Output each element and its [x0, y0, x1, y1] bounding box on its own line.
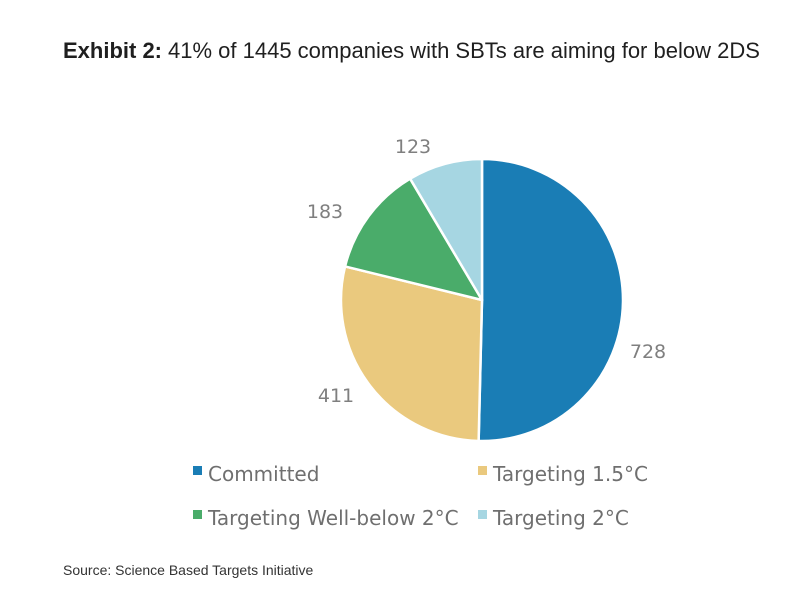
legend-item-committed: Committed: [193, 462, 319, 486]
legend-swatch-committed: [193, 466, 202, 475]
data-label-committed: 728: [630, 341, 666, 363]
legend-label-targeting-1-5-c: Targeting 1.5°C: [492, 462, 648, 486]
legend-swatch-targeting-2-c: [478, 510, 487, 519]
pie-slice-committed: [477, 157, 625, 443]
pie-slices: [339, 157, 625, 443]
legend-item-targeting-2-c: Targeting 2°C: [478, 506, 629, 530]
data-label-targeting-1-5-c: 411: [318, 385, 354, 407]
data-label-targeting-2-c: 123: [395, 136, 431, 158]
exhibit-label: Exhibit 2:: [63, 38, 163, 63]
legend-label-targeting-2-c: Targeting 2°C: [492, 506, 629, 530]
chart-legend: Committed Targeting 1.5°C Targeting Well-b…: [193, 462, 648, 530]
source-note: Source: Science Based Targets Initiative: [63, 562, 314, 578]
legend-label-committed: Committed: [208, 462, 319, 486]
legend-label-targeting-well-below-2-c: Targeting Well-below 2°C: [207, 506, 459, 530]
legend-item-targeting-1-5-c: Targeting 1.5°C: [478, 462, 648, 486]
legend-item-targeting-well-below-2-c: Targeting Well-below 2°C: [193, 506, 459, 530]
pie-slice-targeting-1-5-c: [339, 265, 484, 443]
title-text: 41% of 1445 companies with SBTs are aimi…: [168, 38, 760, 63]
pie-data-labels: 728 411 183 123: [307, 136, 666, 407]
legend-swatch-targeting-well-below-2-c: [193, 510, 202, 519]
pie-slice-targeting-2-c: [408, 157, 484, 302]
pie-slice-targeting-well-below-2-c: [343, 177, 484, 302]
data-label-targeting-well-below-2-c: 183: [307, 201, 343, 223]
legend-swatch-targeting-1-5-c: [478, 466, 487, 475]
chart-title: Exhibit 2: 41% of 1445 companies with SBT…: [63, 34, 800, 67]
